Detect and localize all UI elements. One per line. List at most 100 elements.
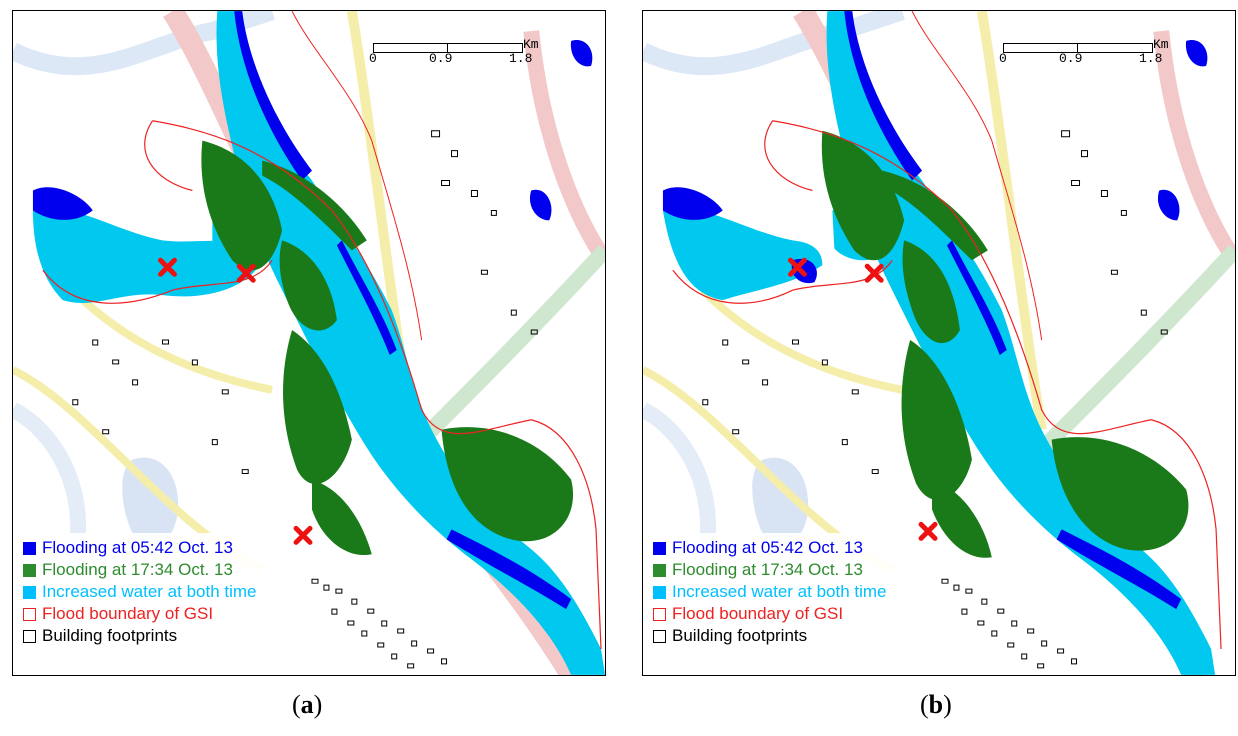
scale-bar: Km 0 0.9 1.8 — [995, 37, 1175, 73]
legend-item-gsi-boundary: Flood boundary of GSI — [653, 603, 887, 625]
early-flood-area — [529, 189, 552, 221]
map-panel-a: Km 0 0.9 1.8 Flooding at 05:42 Oct. 13 F… — [12, 10, 606, 676]
road-pink — [1153, 30, 1235, 265]
road-green — [1036, 244, 1235, 456]
legend-item-early-flood: Flooding at 05:42 Oct. 13 — [653, 537, 887, 559]
panel-letter: b — [928, 690, 944, 719]
early-flood-area — [1185, 40, 1208, 67]
legend-item-late-flood: Flooding at 17:34 Oct. 13 — [23, 559, 257, 581]
swatch-increased-water — [23, 585, 36, 599]
late-flood-area — [201, 140, 283, 271]
legend-item-increased-water: Increased water at both time — [23, 581, 257, 603]
early-flood-area — [946, 240, 1007, 355]
panel-caption-b: (b) — [920, 690, 952, 719]
map-legend: Flooding at 05:42 Oct. 13 Flooding at 17… — [651, 533, 893, 649]
building-footprints — [72, 130, 538, 669]
cross-marker-icon — [788, 257, 807, 277]
scale-tick-0: 0 — [999, 51, 1007, 66]
swatch-buildings — [653, 629, 666, 643]
panel-letter: a — [300, 690, 314, 719]
cross-marker-icon — [158, 257, 177, 277]
swatch-late-flood — [653, 563, 666, 577]
legend-item-buildings: Building footprints — [23, 625, 257, 647]
light-river-channel — [643, 11, 905, 76]
flood-map-b — [643, 11, 1235, 675]
cross-marker-icon — [918, 521, 938, 541]
late-flood-area — [821, 130, 905, 261]
late-flood-area — [932, 479, 992, 558]
legend-label: Building footprints — [42, 626, 178, 645]
swatch-early-flood — [653, 541, 666, 555]
swatch-early-flood — [23, 541, 36, 555]
legend-label: Increased water at both time — [42, 582, 257, 601]
late-flood-area — [882, 170, 988, 261]
late-flood-area — [902, 240, 960, 344]
scale-unit: Km — [1153, 37, 1169, 52]
late-flood-area — [441, 427, 574, 542]
scale-tick-1: 0.9 — [1059, 51, 1083, 66]
early-flood-area — [336, 240, 397, 355]
light-lake — [752, 457, 809, 545]
gsi-boundary-line — [911, 11, 1043, 341]
scale-bar-graphic — [373, 43, 523, 53]
road-yellow — [976, 11, 1047, 431]
map-panel-b: Km 0 0.9 1.8 Flooding at 05:42 Oct. 13 F… — [642, 10, 1236, 676]
scale-bar-graphic — [1003, 43, 1153, 53]
cross-marker-icon — [864, 263, 884, 283]
legend-label: Building footprints — [672, 626, 808, 645]
gsi-boundary-line — [42, 120, 602, 649]
map-legend: Flooding at 05:42 Oct. 13 Flooding at 17… — [21, 533, 263, 649]
swatch-increased-water — [653, 585, 666, 599]
increased-water-area — [32, 208, 263, 303]
early-flood-area — [446, 529, 572, 610]
road-green — [406, 244, 605, 456]
light-river-channel — [13, 11, 275, 76]
late-flood-area — [279, 240, 337, 331]
legend-label: Flooding at 17:34 Oct. 13 — [672, 560, 863, 579]
late-flood-area — [311, 479, 372, 556]
early-flood-area — [234, 11, 312, 181]
early-flood-area — [32, 187, 93, 220]
flood-map-a — [13, 11, 605, 675]
swatch-late-flood — [23, 563, 36, 577]
legend-label: Flooding at 05:42 Oct. 13 — [42, 538, 233, 557]
swatch-gsi-boundary — [653, 607, 666, 621]
legend-label: Flood boundary of GSI — [42, 604, 214, 623]
cross-marker-icon — [293, 525, 313, 545]
increased-water-area — [662, 208, 823, 301]
legend-item-increased-water: Increased water at both time — [653, 581, 887, 603]
scale-tick-1: 0.9 — [429, 51, 453, 66]
swatch-buildings — [23, 629, 36, 643]
road-yellow — [69, 287, 273, 394]
legend-label: Increased water at both time — [672, 582, 887, 601]
legend-label: Flooding at 05:42 Oct. 13 — [672, 538, 863, 557]
legend-label: Flooding at 17:34 Oct. 13 — [42, 560, 233, 579]
panel-caption-a: (a) — [292, 690, 323, 719]
scale-tick-2: 1.8 — [509, 51, 533, 66]
scale-bar: Km 0 0.9 1.8 — [365, 37, 545, 73]
late-flood-area — [262, 160, 367, 251]
legend-item-gsi-boundary: Flood boundary of GSI — [23, 603, 257, 625]
swatch-gsi-boundary — [23, 607, 36, 621]
late-flood-area — [283, 330, 352, 484]
building-footprints — [702, 130, 1168, 669]
early-flood-area — [570, 40, 593, 67]
legend-item-buildings: Building footprints — [653, 625, 887, 647]
late-flood-area — [1051, 437, 1189, 551]
early-flood-area — [1157, 189, 1180, 221]
late-flood-area — [901, 340, 972, 501]
scale-tick-2: 1.8 — [1139, 51, 1163, 66]
gsi-boundary-line — [291, 11, 423, 341]
light-lake — [122, 457, 179, 545]
road-yellow — [699, 287, 903, 394]
early-flood-area — [844, 11, 923, 181]
early-flood-area — [1056, 529, 1182, 610]
road-pink — [523, 30, 605, 265]
legend-label: Flood boundary of GSI — [672, 604, 844, 623]
scale-unit: Km — [523, 37, 539, 52]
early-flood-area — [662, 187, 723, 220]
cross-marker-icon — [236, 263, 256, 283]
legend-item-early-flood: Flooding at 05:42 Oct. 13 — [23, 537, 257, 559]
scale-tick-0: 0 — [369, 51, 377, 66]
legend-item-late-flood: Flooding at 17:34 Oct. 13 — [653, 559, 887, 581]
